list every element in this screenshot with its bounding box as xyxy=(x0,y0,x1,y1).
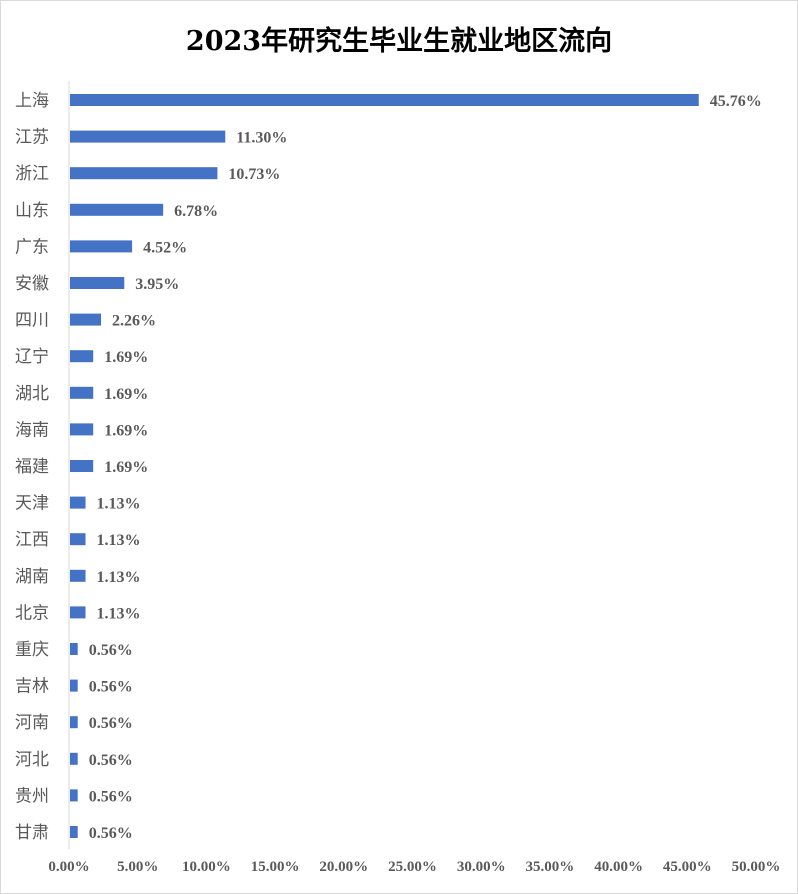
category-label: 北京 xyxy=(15,603,49,623)
bar-20 xyxy=(70,826,78,838)
category-label: 海南 xyxy=(15,420,49,440)
data-label: 0.56% xyxy=(89,679,133,696)
chart-title: 2023年研究生毕业生就业地区流向 xyxy=(185,26,613,57)
data-label: 0.56% xyxy=(89,752,133,769)
data-label: 4.52% xyxy=(143,239,187,256)
category-label: 山东 xyxy=(15,201,49,221)
bar-2 xyxy=(70,167,218,180)
bar-11 xyxy=(70,496,86,509)
bar-4 xyxy=(70,240,133,253)
data-label: 6.78% xyxy=(174,203,218,220)
bar-17 xyxy=(70,716,78,729)
x-tick-label: 50.00% xyxy=(732,859,781,875)
x-tick-label: 5.00% xyxy=(117,859,158,875)
x-tick-label: 15.00% xyxy=(251,859,300,875)
category-label: 湖北 xyxy=(15,384,49,404)
bar-15 xyxy=(70,643,78,655)
data-label: 1.69% xyxy=(104,386,148,403)
data-label: 3.95% xyxy=(135,276,179,293)
bar-3 xyxy=(70,203,164,216)
data-label: 2.26% xyxy=(112,313,156,330)
bar-16 xyxy=(70,679,78,692)
bar-0 xyxy=(70,94,699,106)
category-label: 湖南 xyxy=(15,567,49,587)
category-label: 贵州 xyxy=(15,786,49,806)
category-label: 天津 xyxy=(15,494,49,514)
data-label: 1.13% xyxy=(97,532,141,549)
x-tick-label: 0.00% xyxy=(48,859,89,875)
bar-5 xyxy=(70,277,125,289)
category-label: 广东 xyxy=(15,237,49,257)
category-label: 四川 xyxy=(15,311,49,331)
category-label: 福建 xyxy=(15,457,49,477)
data-label: 1.13% xyxy=(97,569,141,586)
data-label: 10.73% xyxy=(228,166,280,183)
bar-8 xyxy=(70,386,94,399)
category-label: 河南 xyxy=(15,713,49,733)
category-label: 江苏 xyxy=(15,128,49,148)
data-label: 0.56% xyxy=(89,788,133,805)
category-label: 上海 xyxy=(15,91,49,111)
data-label: 0.56% xyxy=(89,825,133,842)
x-tick-label: 45.00% xyxy=(663,859,712,875)
data-label: 1.13% xyxy=(97,605,141,622)
x-tick-label: 35.00% xyxy=(526,859,575,875)
bar-10 xyxy=(70,460,94,472)
x-tick-label: 10.00% xyxy=(182,859,231,875)
category-label: 浙江 xyxy=(15,164,49,184)
x-tick-label: 30.00% xyxy=(457,859,506,875)
bar-19 xyxy=(70,789,78,802)
data-label: 45.76% xyxy=(710,93,762,110)
data-label: 1.69% xyxy=(104,459,148,476)
bar-18 xyxy=(70,752,78,765)
category-label: 吉林 xyxy=(15,677,49,697)
x-tick-label: 40.00% xyxy=(594,859,643,875)
bar-7 xyxy=(70,350,94,363)
data-label: 0.56% xyxy=(89,715,133,732)
data-label: 11.30% xyxy=(236,130,287,147)
x-tick-label: 25.00% xyxy=(388,859,437,875)
bar-1 xyxy=(70,130,226,143)
category-label: 重庆 xyxy=(15,640,49,660)
category-label: 辽宁 xyxy=(15,347,49,367)
data-label: 1.69% xyxy=(104,422,148,439)
category-label: 安徽 xyxy=(15,274,49,294)
bar-13 xyxy=(70,569,86,582)
bar-12 xyxy=(70,533,86,546)
bar-9 xyxy=(70,423,94,436)
x-tick-label: 20.00% xyxy=(319,859,368,875)
data-label: 0.56% xyxy=(89,642,133,659)
bar-14 xyxy=(70,606,86,619)
category-label: 河北 xyxy=(15,750,49,770)
category-label: 甘肃 xyxy=(15,823,49,843)
data-label: 1.13% xyxy=(97,496,141,513)
category-label: 江西 xyxy=(15,530,49,550)
data-label: 1.69% xyxy=(104,349,148,366)
bar-6 xyxy=(70,313,102,326)
